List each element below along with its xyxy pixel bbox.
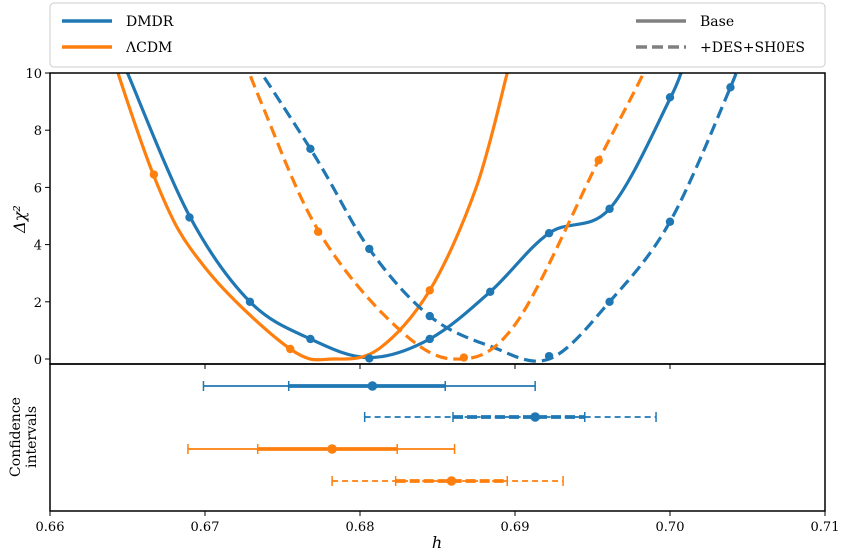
x-tick-label: 0.71 xyxy=(811,520,840,535)
axes xyxy=(49,72,826,512)
legend-label-dmdr: DMDR xyxy=(126,14,174,30)
interval-center-cdm xyxy=(446,476,457,486)
top-panel-ylabel: Δχ² xyxy=(10,205,29,234)
data-point-cdm xyxy=(313,227,323,236)
series-line-cdm-des-sh0es xyxy=(247,73,646,361)
interval-center-dmdr xyxy=(367,381,378,391)
y-tick-label: 10 xyxy=(25,67,42,82)
data-point-dmdr xyxy=(544,351,554,361)
y-tick-label: 4 xyxy=(34,239,42,254)
series-line-dmdr-des-sh0es xyxy=(259,73,738,363)
data-point-dmdr xyxy=(605,204,614,214)
data-point-dmdr xyxy=(544,228,554,238)
data-point-cdm xyxy=(149,170,159,179)
x-tick-label: 0.66 xyxy=(36,520,65,535)
x-tick-label: 0.70 xyxy=(656,520,685,535)
interval-center-dmdr xyxy=(530,412,540,422)
data-point-dmdr xyxy=(486,287,495,296)
x-axis-title: h xyxy=(432,533,442,552)
data-point-cdm xyxy=(425,286,434,295)
y-tick-label: 2 xyxy=(34,296,42,311)
y-tick-label: 8 xyxy=(34,124,42,139)
bottom-panel-frame xyxy=(49,363,826,512)
data-point-dmdr xyxy=(245,297,255,306)
data-point-cdm xyxy=(459,353,469,362)
data-point-dmdr xyxy=(425,334,434,344)
data-point-dmdr xyxy=(185,213,194,222)
data-point-dmdr xyxy=(365,244,374,254)
legend: DMDR ΛCDM Base +DES+SH0ES xyxy=(49,2,826,68)
x-tick-label: 0.68 xyxy=(346,520,375,535)
bottom-panel-plot xyxy=(187,381,657,486)
y-tick-label: 6 xyxy=(34,181,42,196)
data-point-dmdr xyxy=(425,311,434,321)
data-point-dmdr xyxy=(306,334,315,344)
legend-label-lcdm: ΛCDM xyxy=(125,40,172,56)
data-point-dmdr xyxy=(726,83,735,92)
bottom-panel-ylabel-line2: intervals xyxy=(24,406,40,468)
data-point-dmdr xyxy=(665,217,675,226)
x-tick-label: 0.67 xyxy=(191,520,220,535)
x-tick-label: 0.69 xyxy=(501,520,530,535)
top-panel-frame xyxy=(49,72,826,365)
data-point-dmdr xyxy=(306,144,315,153)
top-panel-ticks: 0.66 0.67 0.68 0.69 0.70 0.71 0 2 4 6 8 10 xyxy=(25,67,839,535)
y-tick-label: 0 xyxy=(34,353,42,368)
interval-center-cdm xyxy=(327,444,337,454)
bottom-panel-ylabel-line1: Confidence xyxy=(8,397,24,477)
data-point-dmdr xyxy=(605,297,614,306)
data-point-dmdr xyxy=(365,354,374,363)
top-panel-points xyxy=(149,83,735,363)
data-point-cdm xyxy=(594,156,603,165)
data-point-cdm xyxy=(286,344,295,354)
legend-label-base: Base xyxy=(700,14,734,30)
legend-frame xyxy=(49,2,826,68)
data-point-dmdr xyxy=(665,93,675,102)
legend-label-des-sh0es: +DES+SH0ES xyxy=(700,40,805,56)
